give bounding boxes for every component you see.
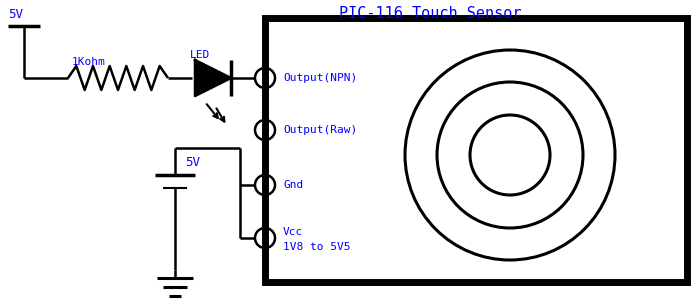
Text: Gnd: Gnd	[283, 180, 303, 190]
Text: Output(NPN): Output(NPN)	[283, 73, 357, 83]
Text: PIC-116 Touch Sensor: PIC-116 Touch Sensor	[339, 6, 522, 21]
Bar	[265, 18, 687, 282]
Text: LED: LED	[190, 50, 210, 60]
Text: Vcc: Vcc	[283, 227, 303, 237]
Text: 5V: 5V	[185, 156, 200, 169]
Polygon shape	[195, 60, 231, 96]
Text: 1Kohm: 1Kohm	[72, 57, 106, 67]
Text: Output(Raw): Output(Raw)	[283, 125, 357, 135]
Text: 5V: 5V	[8, 7, 23, 21]
Text: 1V8 to 5V5: 1V8 to 5V5	[283, 242, 351, 252]
